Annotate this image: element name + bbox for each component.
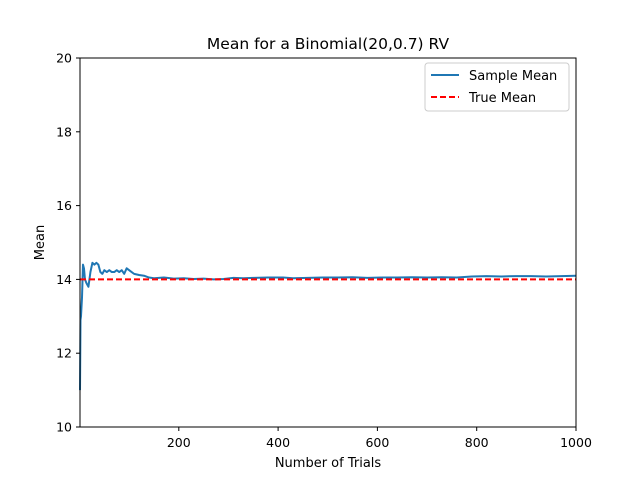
y-tick-label: 16 xyxy=(56,198,72,213)
x-tick-label: 600 xyxy=(365,435,389,450)
plot-area xyxy=(80,58,576,427)
y-axis-ticks: 10 12 14 16 18 20 xyxy=(56,51,80,435)
x-axis-label: Number of Trials xyxy=(275,456,382,471)
series-line-sample-mean xyxy=(79,261,577,391)
plot-frame xyxy=(79,57,577,428)
legend: Sample Mean True Mean xyxy=(424,62,570,112)
x-axis-ticks: 200 400 600 800 1000 xyxy=(167,427,592,450)
series-layer xyxy=(79,261,577,391)
y-tick-label: 20 xyxy=(56,51,72,66)
y-tick-label: 12 xyxy=(56,346,72,361)
y-axis-label: Mean xyxy=(33,225,48,260)
y-tick-label: 14 xyxy=(56,272,72,287)
x-tick-label: 1000 xyxy=(560,435,592,450)
x-tick-label: 800 xyxy=(465,435,489,450)
x-tick-label: 400 xyxy=(266,435,290,450)
legend-label-sample-mean: Sample Mean xyxy=(469,69,557,84)
chart-title: Mean for a Binomial(20,0.7) RV xyxy=(207,35,450,53)
legend-label-true-mean: True Mean xyxy=(468,91,536,106)
y-tick-label: 10 xyxy=(56,420,72,435)
x-tick-label: 200 xyxy=(167,435,191,450)
legend-box xyxy=(424,62,570,112)
y-tick-label: 18 xyxy=(56,124,72,139)
